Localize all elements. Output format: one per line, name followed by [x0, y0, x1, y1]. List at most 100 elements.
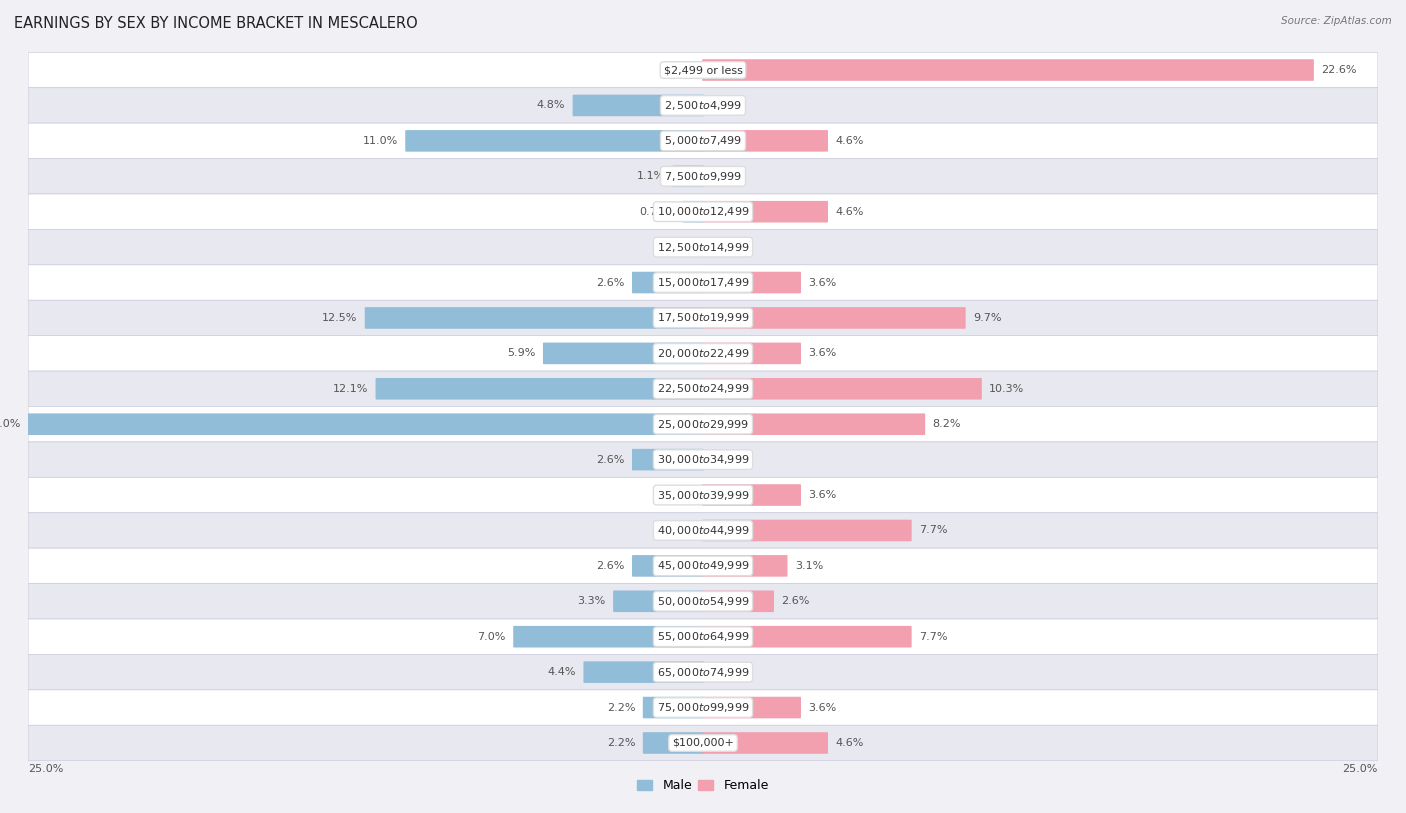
FancyBboxPatch shape	[702, 555, 787, 576]
Text: 12.5%: 12.5%	[322, 313, 357, 323]
Text: 0.0%: 0.0%	[664, 242, 692, 252]
Text: $35,000 to $39,999: $35,000 to $39,999	[657, 489, 749, 502]
FancyBboxPatch shape	[643, 697, 704, 719]
Text: 4.6%: 4.6%	[835, 136, 863, 146]
Text: 3.6%: 3.6%	[808, 349, 837, 359]
Text: 25.0%: 25.0%	[0, 420, 20, 429]
FancyBboxPatch shape	[543, 342, 704, 364]
FancyBboxPatch shape	[28, 336, 1378, 371]
FancyBboxPatch shape	[28, 371, 1378, 406]
FancyBboxPatch shape	[28, 265, 1378, 300]
FancyBboxPatch shape	[702, 201, 828, 223]
Text: 22.6%: 22.6%	[1322, 65, 1357, 75]
Text: $30,000 to $34,999: $30,000 to $34,999	[657, 453, 749, 466]
Text: $55,000 to $64,999: $55,000 to $64,999	[657, 630, 749, 643]
Text: 5.9%: 5.9%	[508, 349, 536, 359]
FancyBboxPatch shape	[27, 413, 704, 435]
Text: 3.3%: 3.3%	[578, 596, 606, 606]
Text: $2,499 or less: $2,499 or less	[664, 65, 742, 75]
Text: 2.6%: 2.6%	[596, 277, 624, 288]
Text: 0.0%: 0.0%	[664, 65, 692, 75]
FancyBboxPatch shape	[633, 555, 704, 576]
Text: $100,000+: $100,000+	[672, 738, 734, 748]
Text: 0.74%: 0.74%	[640, 207, 675, 217]
Text: $2,500 to $4,999: $2,500 to $4,999	[664, 99, 742, 112]
Text: 0.0%: 0.0%	[714, 242, 742, 252]
FancyBboxPatch shape	[702, 520, 911, 541]
FancyBboxPatch shape	[28, 584, 1378, 619]
FancyBboxPatch shape	[702, 590, 773, 612]
Text: 7.7%: 7.7%	[920, 525, 948, 536]
Text: $12,500 to $14,999: $12,500 to $14,999	[657, 241, 749, 254]
FancyBboxPatch shape	[28, 88, 1378, 123]
Text: 2.2%: 2.2%	[607, 738, 636, 748]
FancyBboxPatch shape	[702, 342, 801, 364]
Text: 0.0%: 0.0%	[664, 490, 692, 500]
FancyBboxPatch shape	[702, 485, 801, 506]
FancyBboxPatch shape	[702, 272, 801, 293]
Text: EARNINGS BY SEX BY INCOME BRACKET IN MESCALERO: EARNINGS BY SEX BY INCOME BRACKET IN MES…	[14, 16, 418, 31]
Text: 12.1%: 12.1%	[333, 384, 368, 393]
FancyBboxPatch shape	[28, 123, 1378, 159]
FancyBboxPatch shape	[583, 661, 704, 683]
Text: 25.0%: 25.0%	[28, 764, 63, 774]
Text: 0.0%: 0.0%	[714, 667, 742, 677]
Text: 4.6%: 4.6%	[835, 207, 863, 217]
Text: 2.6%: 2.6%	[596, 561, 624, 571]
Text: $45,000 to $49,999: $45,000 to $49,999	[657, 559, 749, 572]
Text: 0.0%: 0.0%	[714, 454, 742, 464]
Text: 0.0%: 0.0%	[714, 172, 742, 181]
FancyBboxPatch shape	[633, 272, 704, 293]
FancyBboxPatch shape	[28, 442, 1378, 477]
FancyBboxPatch shape	[28, 52, 1378, 88]
FancyBboxPatch shape	[633, 449, 704, 471]
Text: 3.6%: 3.6%	[808, 277, 837, 288]
FancyBboxPatch shape	[702, 626, 911, 647]
Text: 9.7%: 9.7%	[973, 313, 1001, 323]
Legend: Male, Female: Male, Female	[633, 774, 773, 798]
Text: $75,000 to $99,999: $75,000 to $99,999	[657, 701, 749, 714]
Text: $10,000 to $12,499: $10,000 to $12,499	[657, 205, 749, 218]
FancyBboxPatch shape	[513, 626, 704, 647]
FancyBboxPatch shape	[702, 307, 966, 328]
FancyBboxPatch shape	[28, 194, 1378, 229]
Text: 4.6%: 4.6%	[835, 738, 863, 748]
Text: 1.1%: 1.1%	[637, 172, 665, 181]
FancyBboxPatch shape	[405, 130, 704, 152]
Text: $40,000 to $44,999: $40,000 to $44,999	[657, 524, 749, 537]
Text: $65,000 to $74,999: $65,000 to $74,999	[657, 666, 749, 679]
Text: 7.0%: 7.0%	[478, 632, 506, 641]
FancyBboxPatch shape	[28, 548, 1378, 584]
Text: $22,500 to $24,999: $22,500 to $24,999	[657, 382, 749, 395]
FancyBboxPatch shape	[28, 725, 1378, 761]
FancyBboxPatch shape	[702, 59, 1313, 80]
FancyBboxPatch shape	[702, 697, 801, 719]
FancyBboxPatch shape	[702, 130, 828, 152]
FancyBboxPatch shape	[364, 307, 704, 328]
Text: 4.8%: 4.8%	[537, 101, 565, 111]
FancyBboxPatch shape	[702, 413, 925, 435]
Text: $25,000 to $29,999: $25,000 to $29,999	[657, 418, 749, 431]
Text: Source: ZipAtlas.com: Source: ZipAtlas.com	[1281, 16, 1392, 26]
FancyBboxPatch shape	[702, 378, 981, 400]
FancyBboxPatch shape	[643, 733, 704, 754]
FancyBboxPatch shape	[28, 300, 1378, 336]
FancyBboxPatch shape	[28, 619, 1378, 654]
FancyBboxPatch shape	[572, 94, 704, 116]
Text: $15,000 to $17,499: $15,000 to $17,499	[657, 276, 749, 289]
Text: 25.0%: 25.0%	[1343, 764, 1378, 774]
Text: 2.2%: 2.2%	[607, 702, 636, 712]
Text: 7.7%: 7.7%	[920, 632, 948, 641]
FancyBboxPatch shape	[28, 477, 1378, 513]
Text: $17,500 to $19,999: $17,500 to $19,999	[657, 311, 749, 324]
Text: 8.2%: 8.2%	[932, 420, 960, 429]
FancyBboxPatch shape	[702, 733, 828, 754]
Text: $5,000 to $7,499: $5,000 to $7,499	[664, 134, 742, 147]
Text: $50,000 to $54,999: $50,000 to $54,999	[657, 595, 749, 608]
Text: 3.6%: 3.6%	[808, 490, 837, 500]
FancyBboxPatch shape	[682, 201, 704, 223]
FancyBboxPatch shape	[28, 229, 1378, 265]
Text: 0.0%: 0.0%	[714, 101, 742, 111]
Text: 2.6%: 2.6%	[782, 596, 810, 606]
FancyBboxPatch shape	[28, 654, 1378, 690]
